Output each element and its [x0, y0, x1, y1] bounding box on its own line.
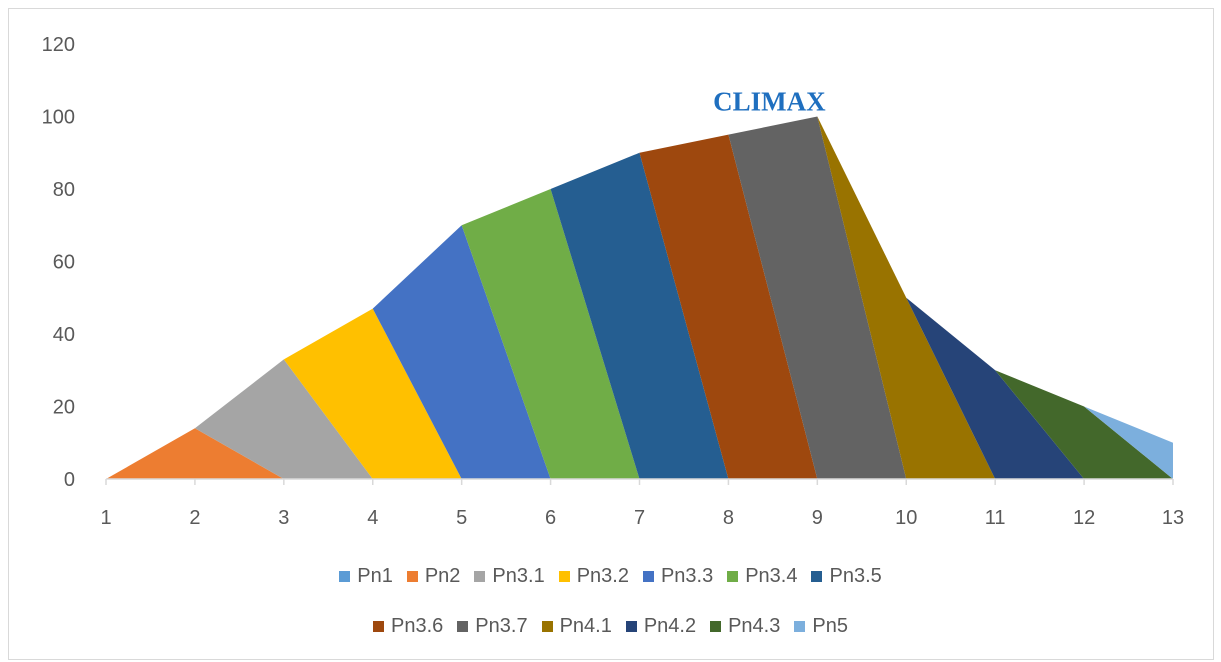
x-tick-label: 8 [723, 507, 734, 529]
legend-swatch [794, 621, 806, 632]
x-tick-label: 5 [456, 507, 467, 529]
legend-swatch [541, 621, 553, 632]
area-pn3-7 [728, 116, 907, 479]
legend-swatch [811, 571, 823, 582]
legend-swatch [642, 571, 654, 582]
legend-label: Pn4.2 [643, 615, 697, 637]
legend-label: Pn2 [424, 565, 461, 587]
legend-item-pn3-7: Pn3.7 [457, 615, 528, 638]
legend-item-pn5: Pn5 [794, 615, 848, 638]
legend-label: Pn3.1 [492, 565, 545, 587]
area-pn4-2 [906, 297, 1085, 479]
legend-swatch [406, 571, 418, 582]
x-tick-label: 1 [100, 507, 111, 529]
legend-item-pn3-1: Pn3.1 [474, 565, 545, 588]
legend-swatch [727, 571, 739, 582]
x-tick-label: 9 [812, 507, 823, 529]
x-tick-label: 7 [634, 507, 645, 529]
area-pn4-3 [995, 370, 1173, 479]
y-tick-label: 60 [53, 252, 75, 274]
y-tick-label: 0 [64, 469, 75, 491]
x-tick-label: 2 [189, 507, 200, 529]
legend-item-pn3-2: Pn3.2 [558, 565, 629, 588]
legend-item-pn2: Pn2 [406, 565, 461, 588]
legend-label: Pn5 [812, 615, 848, 637]
legend-item-pn4-3: Pn4.3 [710, 615, 780, 638]
x-tick-label: 4 [367, 507, 378, 529]
legend-item-pn3-4: Pn3.4 [727, 565, 797, 588]
legend-swatch [625, 621, 637, 632]
legend-label: Pn3.5 [829, 565, 882, 587]
area-pn3-6 [639, 134, 818, 479]
x-tick-label: 6 [545, 507, 556, 529]
legend-swatch [457, 621, 469, 632]
climax-annotation: CLIMAX [713, 87, 826, 117]
legend-label: Pn3.6 [391, 615, 444, 637]
legend-item-pn3-3: Pn3.3 [642, 565, 714, 588]
area-pn3-5 [550, 152, 729, 479]
area-pn5 [1084, 406, 1173, 479]
legend-label: Pn4.1 [559, 615, 612, 637]
legend-label: Pn3.4 [745, 565, 798, 587]
x-tick-label: 12 [1073, 507, 1095, 529]
legend-swatch [558, 571, 570, 582]
chart-annotations: CLIMAX [713, 87, 826, 117]
legend-row-1: Pn1 Pn2 Pn3.1 Pn3.2 Pn3.3 Pn3.4 Pn3.5 [0, 565, 1221, 588]
area-pn3-3 [372, 225, 551, 479]
area-pn3-2 [283, 308, 462, 479]
legend-row-2: Pn3.6 Pn3.7 Pn4.1 Pn4.2 Pn4.3 Pn5 [0, 615, 1221, 638]
legend-swatch [373, 621, 385, 632]
legend-swatch [474, 571, 486, 582]
legend-item-pn4-1: Pn4.1 [541, 615, 612, 638]
legend-label: Pn3.3 [660, 565, 714, 587]
chart-areas [106, 116, 1173, 479]
legend-item-pn3-5: Pn3.5 [811, 565, 882, 588]
legend-item-pn4-2: Pn4.2 [625, 615, 697, 638]
y-tick-label: 80 [53, 179, 75, 201]
legend-label: Pn1 [357, 565, 393, 587]
legend-item-pn1: Pn1 [339, 565, 393, 588]
legend-item-pn3-6: Pn3.6 [373, 615, 443, 638]
legend-swatch [710, 621, 722, 632]
area-pn2 [106, 428, 284, 479]
legend-label: Pn4.3 [728, 615, 781, 637]
legend-swatch [339, 571, 351, 582]
x-tick-label: 11 [985, 507, 1006, 529]
area-pn3-1 [194, 359, 373, 479]
y-tick-label: 100 [42, 107, 75, 129]
x-tick-label: 10 [895, 507, 917, 529]
legend-label: Pn3.7 [475, 615, 528, 637]
x-tick-label: 3 [278, 507, 289, 529]
legend-label: Pn3.2 [576, 565, 629, 587]
area-pn3-4 [461, 189, 640, 479]
y-tick-label: 40 [53, 324, 75, 346]
y-tick-label: 120 [42, 34, 75, 56]
y-tick-label: 20 [53, 397, 75, 419]
x-tick-label: 13 [1162, 507, 1184, 529]
